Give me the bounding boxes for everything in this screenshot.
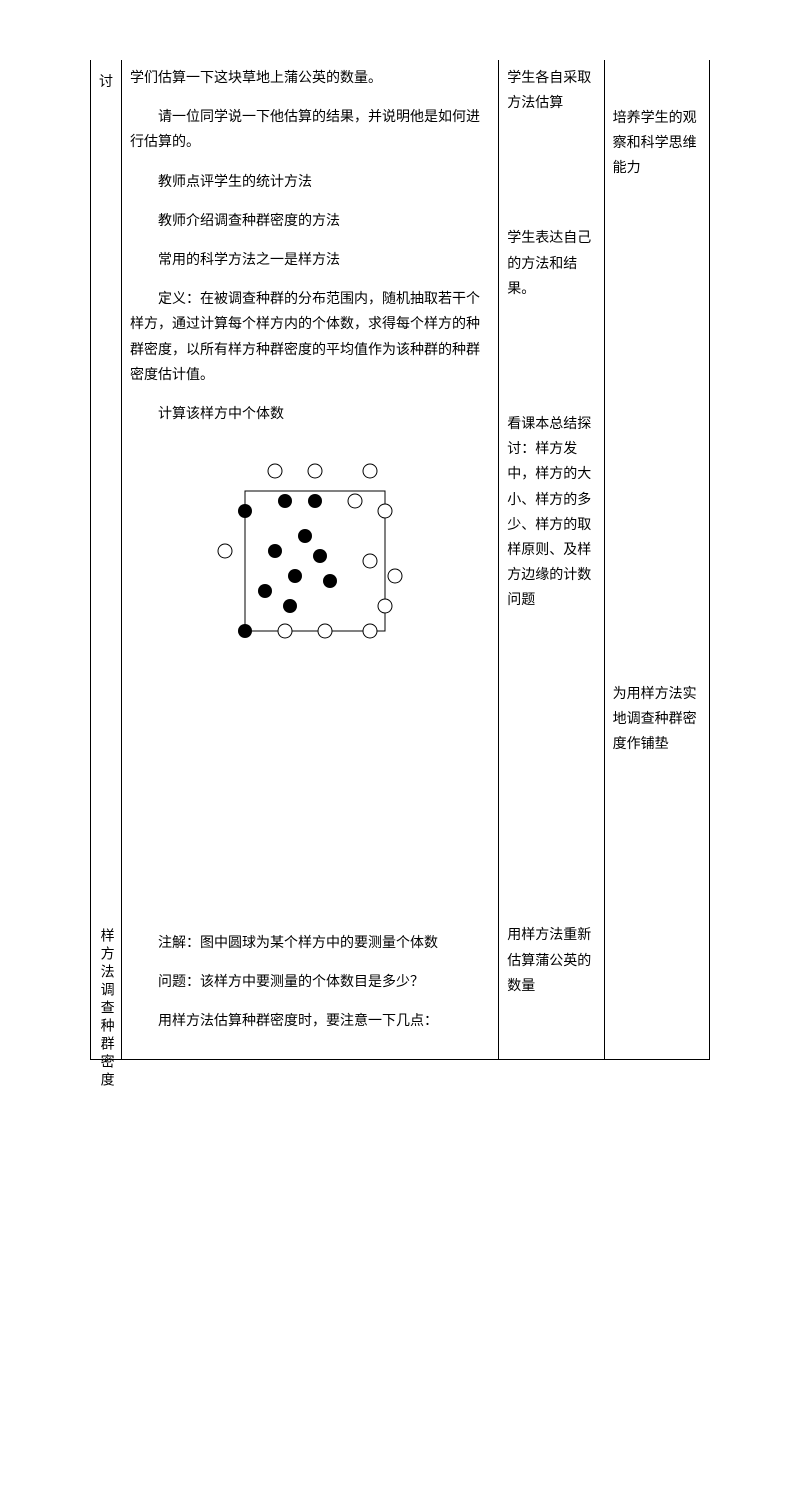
col3-b4: 用样方法重新估算蒲公英的数量: [507, 923, 595, 999]
col1-mid-wrap: 样方法调查种群密度: [99, 515, 113, 1502]
col2-p2: 请一位同学说一下他估算的结果，并说明他是如何进行估算的。: [130, 105, 490, 155]
col2-p9: 问题：该样方中要测量的个体数目是多少？: [130, 970, 490, 995]
spacer: [130, 671, 490, 931]
lesson-plan-table: 讨 样方法调查种群密度 学们估算一下这块草地上蒲公英的数量。 请一位同学说一下他…: [90, 60, 710, 1060]
col2-p10: 用样方法估算种群密度时，要注意一下几点：: [130, 1009, 490, 1034]
col1-mid-label: 样方法调查种群密度: [93, 928, 118, 1090]
quadrat-diagram-wrap: [130, 441, 490, 661]
col2-p6: 定义：在被调查种群的分布范围内，随机抽取若干个样方，通过计算每个样方内的个体数，…: [130, 287, 490, 388]
col2-p8: 注解：图中圆球为某个样方中的要测量个体数: [130, 931, 490, 956]
col3-cell: 学生各自采取方法估算 学生表达自己的方法和结果。 看课本总结探讨：样方发中，样方…: [499, 60, 604, 1060]
document-page: 讨 样方法调查种群密度 学们估算一下这块草地上蒲公英的数量。 请一位同学说一下他…: [0, 0, 800, 1132]
col4-b1: 培养学生的观察和科学思维能力: [613, 106, 701, 182]
col3-b3: 看课本总结探讨：样方发中，样方的大小、样方的多少、样方的取样原则、及样方边缘的计…: [507, 412, 595, 614]
col2-p5: 常用的科学方法之一是样方法: [130, 248, 490, 273]
col2-p1: 学们估算一下这块草地上蒲公英的数量。: [130, 66, 490, 91]
col1-cell: 讨 样方法调查种群密度: [91, 60, 122, 1060]
col2-p3: 教师点评学生的统计方法: [130, 170, 490, 195]
quadrat-diagram: [195, 441, 425, 661]
col4-cell: 培养学生的观察和科学思维能力 为用样方法实地调查种群密度作铺垫: [604, 60, 709, 1060]
col1-top-label: 讨: [99, 66, 113, 95]
col3-b2: 学生表达自己的方法和结果。: [507, 226, 595, 302]
col2-p4: 教师介绍调查种群密度的方法: [130, 209, 490, 234]
col3-b1: 学生各自采取方法估算: [507, 66, 595, 116]
col2-cell: 学们估算一下这块草地上蒲公英的数量。 请一位同学说一下他估算的结果，并说明他是如…: [122, 60, 499, 1060]
col4-b2: 为用样方法实地调查种群密度作铺垫: [613, 682, 701, 758]
col2-p7: 计算该样方中个体数: [130, 402, 490, 427]
